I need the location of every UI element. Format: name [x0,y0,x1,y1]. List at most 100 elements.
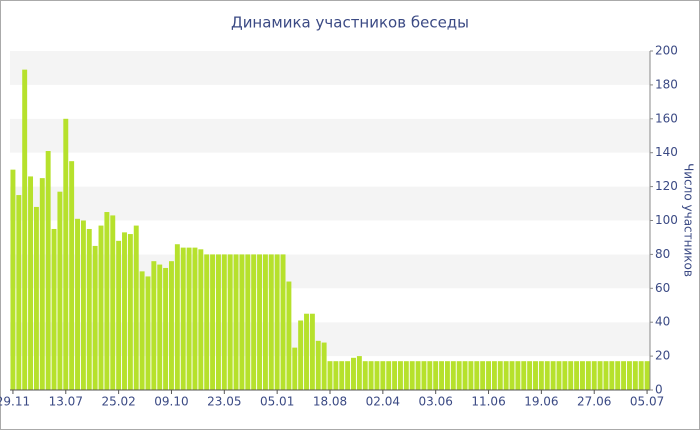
bar [321,342,327,390]
bar [409,361,415,390]
bar [362,361,368,390]
bar [556,361,562,390]
x-tick-label: 03.06 [419,395,453,409]
bar [292,347,298,390]
bar [192,247,198,390]
x-tick-label: 13.07 [49,395,83,409]
y-tick-label: 0 [655,383,663,397]
y-tick-label: 80 [655,247,670,261]
bar [116,240,122,390]
bar [239,254,245,390]
x-tick-label: 02.04 [366,395,400,409]
bar [497,361,503,390]
x-tick-label: 18.08 [313,395,347,409]
bar [251,254,257,390]
bar [533,361,538,390]
x-tick-label: 05.01 [260,395,294,409]
bar [304,313,309,390]
y-axis-label: Число участников [682,163,696,277]
bar [221,254,227,390]
y-tick-label: 40 [655,315,670,329]
bar [333,361,339,390]
bar [210,254,216,390]
x-tick-label: 29.11 [0,395,30,409]
bar [380,361,386,390]
bar [351,357,356,390]
bar [421,361,427,390]
y-tick-label: 180 [655,77,678,91]
bar [157,264,163,390]
bar [591,361,597,390]
bar [456,361,462,390]
bar [580,361,585,390]
bar [397,361,403,390]
y-tick-label: 100 [655,213,678,227]
bar [127,234,133,390]
bar [39,178,45,390]
bar [215,254,221,390]
bar [298,320,304,390]
bar [110,215,116,390]
bar [626,361,632,390]
bar [597,361,603,390]
bar [509,361,515,390]
bar [169,261,174,390]
bar [632,361,638,390]
y-tick-label: 120 [655,179,678,193]
bar [527,361,533,390]
bar [603,361,609,390]
bar [33,206,39,390]
bar [92,245,98,390]
y-tick-label: 140 [655,145,678,159]
bar [544,361,550,390]
bar [145,276,151,390]
bar [280,254,286,390]
bar [427,361,433,390]
bar [104,212,110,390]
x-tick-label: 05.07 [630,395,664,409]
bar [568,361,574,390]
bar [486,361,491,390]
bar [186,247,192,390]
bar [415,361,421,390]
grid-band [10,152,650,187]
bar [16,195,22,390]
bar [262,254,268,390]
bar [257,254,263,390]
bar [98,225,104,390]
bar [356,356,362,390]
bar [63,118,69,391]
bar [462,361,468,390]
bar [286,281,292,390]
bar [468,361,474,390]
bar [439,361,445,390]
bar [198,249,204,390]
bar [139,271,145,390]
bar [491,361,497,390]
chart-title: Динамика участников беседы [231,14,469,32]
x-tick-label: 19.06 [524,395,558,409]
bar [22,69,28,391]
bar [133,225,139,390]
bar [274,254,280,390]
bar [180,247,186,390]
bar [233,254,239,390]
bar [562,361,568,390]
bar [10,169,16,390]
bar [644,361,650,390]
bar [75,218,80,390]
bar [368,361,374,390]
bar [51,228,57,390]
x-tick-label: 23.05 [207,395,241,409]
bar [638,361,644,390]
grid-band [10,186,650,221]
bar [480,361,486,390]
y-tick-label: 160 [655,111,678,125]
y-tick-label: 60 [655,281,670,295]
bar [151,261,157,390]
y-tick-label: 200 [655,44,678,58]
bar [327,361,333,390]
x-tick-label: 27.06 [577,395,611,409]
bar [80,220,86,390]
